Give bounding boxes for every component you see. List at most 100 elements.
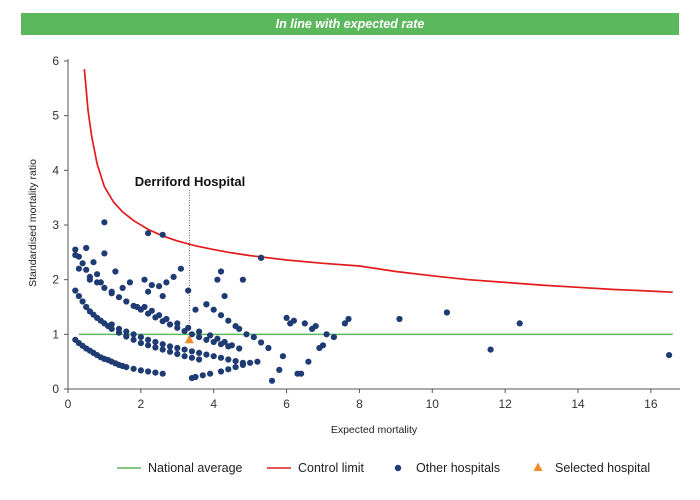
hospital-point — [163, 279, 170, 286]
hospital-point — [203, 351, 210, 358]
reference-lines — [78, 69, 673, 336]
hospital-point — [232, 358, 239, 365]
hospital-point — [279, 353, 286, 360]
hospital-points — [72, 219, 673, 384]
hospital-point — [319, 342, 327, 349]
hospital-point — [115, 294, 123, 301]
hospital-point — [145, 336, 152, 343]
hospital-point — [177, 265, 184, 272]
hospital-point — [101, 219, 108, 226]
hospital-point — [207, 332, 214, 339]
hospital-point — [301, 320, 308, 327]
hospital-point — [199, 372, 206, 379]
hospital-point — [217, 312, 225, 319]
hospital-point — [225, 356, 232, 363]
hospital-point — [254, 358, 261, 365]
hospital-point — [145, 342, 152, 349]
hospital-point — [210, 353, 217, 360]
hospital-point — [75, 265, 82, 272]
hospital-point — [134, 303, 141, 311]
y-tick-label: 0 — [52, 382, 59, 396]
hospital-point — [159, 370, 166, 377]
hospital-point — [123, 328, 130, 335]
legend-other-hospitals-label: Other hospitals — [416, 461, 500, 475]
hospital-point — [232, 364, 239, 371]
x-axis-ticks: 0 2 4 6 8 10 12 14 16 — [65, 389, 658, 411]
x-tick-label: 8 — [356, 397, 363, 411]
hospital-point — [203, 301, 210, 308]
hospital-point — [192, 306, 199, 313]
hospital-point — [126, 279, 133, 286]
annotation-group: Derriford Hospital — [135, 174, 246, 335]
hospital-point — [258, 339, 265, 346]
hospital-point — [221, 338, 228, 346]
hospital-point — [243, 331, 250, 338]
chart-title-banner: In line with expected rate — [21, 13, 679, 35]
hospital-point — [225, 366, 232, 373]
x-tick-label: 16 — [644, 397, 658, 411]
hospital-point — [666, 352, 673, 359]
y-axis-ticks: 0 1 2 3 4 5 6 — [52, 54, 68, 396]
hospital-point — [258, 254, 265, 261]
hospital-point — [217, 268, 225, 275]
hospital-point — [137, 367, 144, 374]
x-tick-label: 4 — [210, 397, 217, 411]
y-tick-label: 2 — [52, 273, 59, 287]
hospital-point — [159, 341, 166, 348]
hospital-point — [192, 373, 199, 381]
hospital-point — [217, 368, 225, 375]
hospital-point — [137, 334, 144, 341]
hospital-point — [108, 321, 115, 328]
hospital-point — [130, 365, 137, 372]
hospital-point — [487, 346, 494, 353]
hospital-point — [207, 370, 214, 377]
hospital-point — [203, 336, 210, 343]
hospital-point — [72, 287, 79, 294]
hospital-point — [174, 320, 181, 327]
hospital-point — [75, 293, 82, 300]
hospital-point — [217, 354, 225, 361]
hospital-point — [225, 317, 232, 324]
x-axis-title: Expected mortality — [331, 424, 418, 436]
x-tick-label: 2 — [138, 397, 145, 411]
y-tick-label: 6 — [52, 54, 59, 68]
hospital-point — [156, 283, 163, 290]
hospital-point — [188, 331, 195, 338]
hospital-point — [181, 353, 188, 360]
hospital-point — [236, 325, 243, 332]
hospital-point — [396, 315, 403, 323]
hospital-point — [265, 344, 272, 352]
hospital-point — [112, 268, 119, 275]
x-tick-label: 0 — [65, 397, 72, 411]
hospital-point — [156, 312, 163, 319]
hospital-point — [196, 334, 203, 341]
hospital-point — [137, 340, 144, 347]
hospital-point — [101, 250, 108, 257]
hospital-point — [166, 348, 174, 355]
hospital-point — [152, 344, 159, 351]
hospital-point — [283, 314, 290, 321]
hospital-point — [94, 271, 101, 278]
hospital-point — [214, 276, 221, 283]
hospital-point — [83, 244, 90, 252]
hospital-point — [123, 364, 130, 371]
hospital-point — [108, 325, 115, 332]
hospital-point — [247, 359, 254, 366]
hospital-point — [188, 354, 195, 361]
hospital-point — [196, 328, 203, 335]
x-tick-label: 14 — [571, 397, 585, 411]
hospital-point — [79, 260, 86, 267]
hospital-point — [305, 358, 312, 365]
hospital-point — [239, 276, 246, 283]
annotation-label: Derriford Hospital — [135, 174, 246, 189]
hospital-point — [166, 343, 174, 350]
hospital-point — [166, 321, 174, 328]
legend-selected-hospital-label: Selected hospital — [555, 461, 650, 475]
hospital-point — [90, 259, 97, 266]
hospital-point — [516, 320, 523, 327]
hospital-point — [196, 349, 203, 356]
hospital-point — [108, 290, 115, 297]
hospital-point — [163, 315, 170, 323]
hospital-point — [181, 346, 188, 353]
